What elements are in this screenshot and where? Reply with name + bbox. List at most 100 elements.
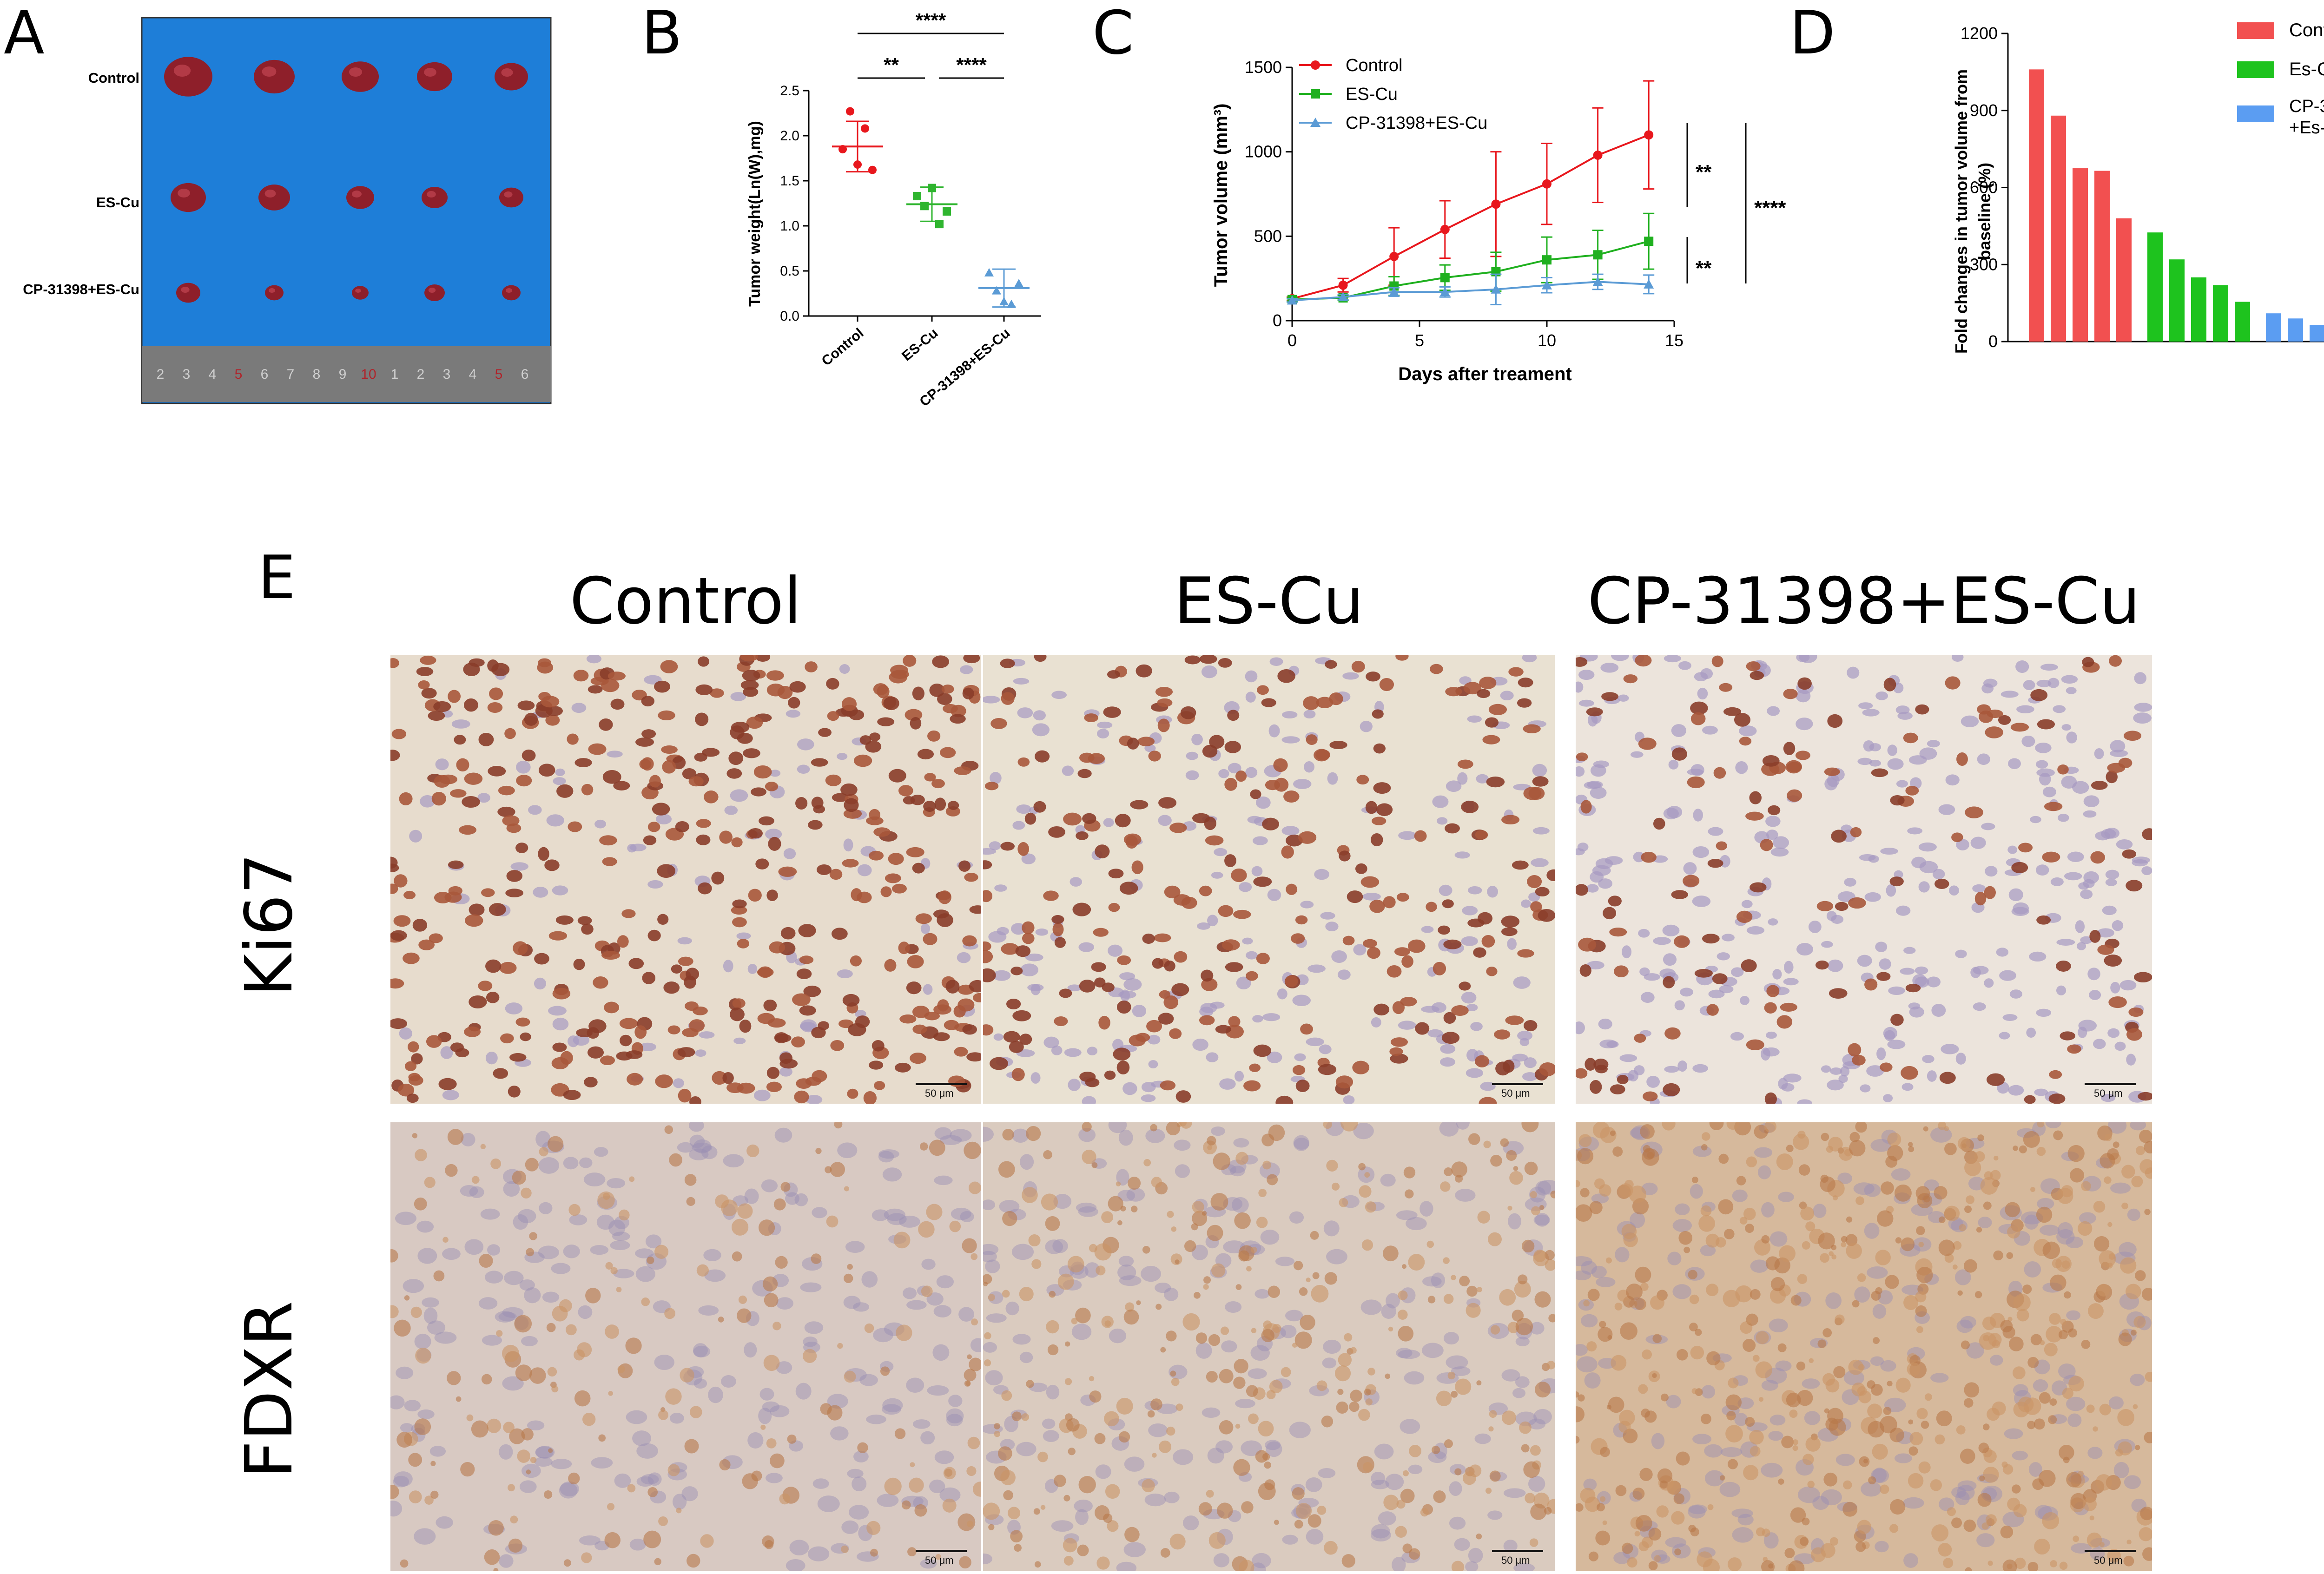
nucleus-stained xyxy=(962,1024,977,1035)
nucleus-stained xyxy=(634,1025,647,1039)
nucleus-unstained xyxy=(1763,1047,1780,1057)
nucleus-stained xyxy=(619,1018,638,1029)
cytoplasm-stain xyxy=(1234,1359,1248,1374)
nucleus-stained xyxy=(551,1057,569,1070)
nucleus-unstained xyxy=(1931,1004,1946,1017)
nucleus-unstained xyxy=(1141,1094,1156,1102)
nucleus-unstained xyxy=(845,1241,865,1253)
nucleus-stained xyxy=(1373,782,1391,794)
cytoplasm-stain xyxy=(684,1174,697,1186)
cytoplasm-stain xyxy=(566,1324,577,1336)
nucleus-unstained xyxy=(992,970,1011,981)
cytoplasm-stain xyxy=(967,1354,972,1360)
cytoplasm-stain xyxy=(1789,1409,1798,1418)
nucleus-unstained xyxy=(548,1006,567,1016)
nucleus-stained xyxy=(587,1046,604,1059)
cytoplasm-stain xyxy=(1108,1196,1123,1212)
nucleus-stained xyxy=(478,981,493,991)
nucleus-stained xyxy=(1355,863,1367,874)
nucleus-unstained xyxy=(723,960,733,973)
cytoplasm-stain xyxy=(909,1477,924,1493)
cytoplasm-stain xyxy=(1765,1256,1780,1271)
nucleus-unstained xyxy=(1451,1366,1471,1376)
tissue-texture xyxy=(983,655,1555,1104)
bar xyxy=(2191,277,2206,342)
nucleus-unstained xyxy=(1613,1552,1631,1564)
nucleus-unstained xyxy=(1164,1491,1180,1503)
nucleus-stained xyxy=(1783,689,1798,699)
cytoplasm-stain xyxy=(1586,1341,1597,1352)
nucleus-stained xyxy=(1530,901,1542,912)
cytoplasm-stain xyxy=(1957,1137,1971,1150)
nucleus-stained xyxy=(1512,860,1529,870)
nucleus-unstained xyxy=(2008,758,2021,770)
cytoplasm-stain xyxy=(1825,1417,1839,1431)
cytoplasm-stain xyxy=(1451,1390,1458,1398)
cytoplasm-stain xyxy=(2014,1557,2026,1569)
cytoplasm-stain xyxy=(1324,1541,1338,1555)
cytoplasm-stain xyxy=(2118,1332,2132,1346)
nucleus-unstained xyxy=(1446,780,1462,792)
nucleus-unstained xyxy=(1870,1356,1884,1366)
nucleus-unstained xyxy=(926,1292,944,1306)
cytoplasm-stain xyxy=(1654,1555,1661,1562)
nucleus-stained xyxy=(663,981,680,994)
nucleus-unstained xyxy=(647,1472,662,1486)
nucleus-unstained xyxy=(1912,974,1927,987)
cytoplasm-stain xyxy=(1295,1503,1312,1519)
nucleus-stained xyxy=(948,1075,965,1087)
tumor-highlight xyxy=(501,68,513,77)
nucleus-unstained xyxy=(1854,1286,1870,1303)
nucleus-unstained xyxy=(2035,864,2049,876)
tumor xyxy=(265,285,284,301)
nucleus-stained xyxy=(1329,740,1347,750)
nucleus-stained xyxy=(1768,805,1781,816)
nucleus-unstained xyxy=(1245,767,1258,778)
nucleus-stained xyxy=(917,749,934,760)
cytoplasm-stain xyxy=(1781,1436,1794,1449)
nucleus-stained xyxy=(1915,704,1929,715)
nucleus-unstained xyxy=(872,1209,889,1221)
cytoplasm-stain xyxy=(1743,1338,1756,1352)
nucleus-unstained xyxy=(586,655,602,664)
cytoplasm-stain xyxy=(2061,1185,2073,1198)
cytoplasm-stain xyxy=(1701,1413,1711,1424)
nucleus-stained xyxy=(1501,815,1520,825)
nucleus-unstained xyxy=(1740,995,1750,1005)
cytoplasm-stain xyxy=(1648,1561,1658,1571)
nucleus-stained xyxy=(450,789,467,798)
nucleus-stained xyxy=(444,891,462,903)
nucleus-stained xyxy=(1383,896,1396,909)
nucleus-unstained xyxy=(1932,869,1945,880)
nucleus-stained xyxy=(1486,776,1505,788)
scale-bar xyxy=(1492,1550,1543,1552)
nucleus-stained xyxy=(1173,894,1191,906)
panel-label-d: D xyxy=(1789,0,1835,68)
nucleus-unstained xyxy=(1461,992,1477,1004)
cytoplasm-stain xyxy=(1594,1178,1605,1189)
cytoplasm-stain xyxy=(1820,1253,1829,1263)
cytoplasm-stain xyxy=(510,1515,518,1524)
cytoplasm-stain xyxy=(2144,1140,2152,1154)
cytoplasm-stain xyxy=(526,1469,531,1475)
nucleus-stained xyxy=(390,1018,408,1029)
cytoplasm-stain xyxy=(1545,1250,1555,1260)
cytoplasm-stain xyxy=(1895,1377,1911,1393)
cytoplasm-stain xyxy=(1524,1161,1538,1175)
nucleus-stained xyxy=(983,890,993,902)
nucleus-unstained xyxy=(552,1017,569,1031)
nucleus-stained xyxy=(863,1091,877,1104)
cytoplasm-stain xyxy=(515,1364,532,1382)
nucleus-unstained xyxy=(538,1157,560,1174)
nucleus-unstained xyxy=(1984,978,1994,988)
nucleus-stained xyxy=(906,847,924,857)
nucleus-unstained xyxy=(2083,879,2095,888)
tumor-highlight xyxy=(427,191,436,198)
nucleus-stained xyxy=(869,732,881,742)
nucleus-unstained xyxy=(1951,1487,1967,1498)
nucleus-unstained xyxy=(762,1401,780,1412)
cytoplasm-stain xyxy=(1365,1201,1377,1213)
nucleus-unstained xyxy=(1282,1534,1298,1545)
nucleus-unstained xyxy=(903,1287,917,1299)
cytoplasm-stain xyxy=(1974,1291,1982,1298)
